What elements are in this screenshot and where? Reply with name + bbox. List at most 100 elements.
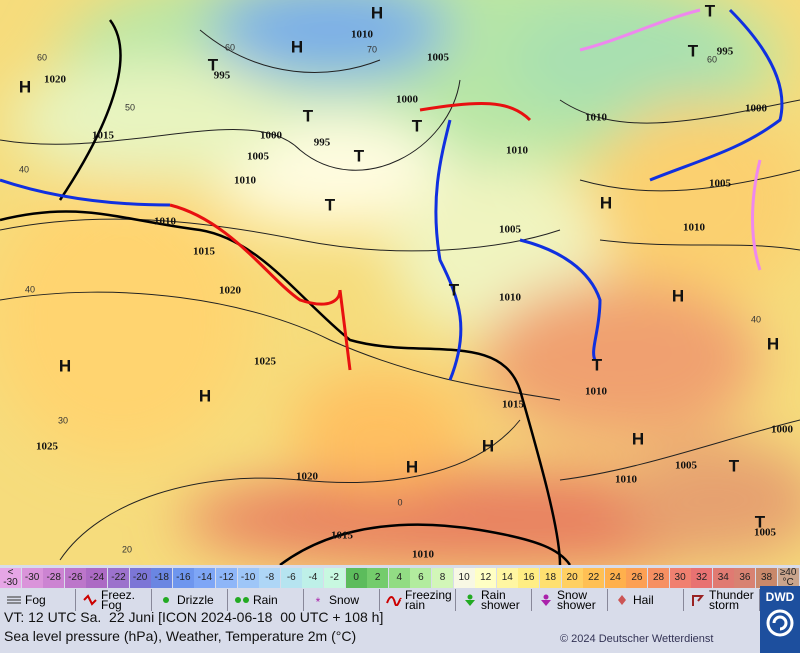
scale-box: -20 [129, 568, 151, 588]
scale-box: 32 [691, 568, 713, 588]
high-symbol: H [672, 286, 684, 305]
pressure-label: 1005 [754, 527, 777, 539]
legend-item: Hail [608, 589, 684, 611]
scale-box: -8 [259, 568, 281, 588]
isotherm-label: 20 [122, 544, 132, 554]
color-scale: < -30 -30 -28 -26 -24 -22 -20 -18 -16 -14 -12 -10 -8… [0, 568, 800, 588]
high-symbol: H [632, 429, 644, 448]
pressure-label: 1005 [427, 52, 450, 64]
thunder-symbol: T [592, 355, 603, 374]
scale-box: -2 [324, 568, 345, 588]
legend-icon [83, 594, 97, 606]
warm-front [338, 289, 352, 371]
isotherm-label: 40 [25, 284, 35, 294]
logo: DWD [760, 586, 800, 653]
scale-box: 8 [432, 568, 453, 588]
legend-item: * Snow [304, 589, 380, 611]
pressure-label: 1010 [585, 386, 608, 398]
high-symbol: H [600, 193, 612, 212]
scale-box: -6 [280, 568, 302, 588]
warm-front [419, 102, 532, 122]
pressure-label: 1005 [709, 178, 732, 190]
pressure-label: 1010 [506, 145, 529, 157]
legend-item: Fog [0, 589, 76, 611]
high-symbol: H [19, 77, 31, 96]
cold-front [0, 178, 171, 207]
scale-box: -16 [172, 568, 194, 588]
scale-box: 30 [669, 568, 691, 588]
scale-box: -22 [108, 568, 129, 588]
isotherm-label: 40 [751, 314, 761, 324]
legend-label: Rain [253, 593, 278, 607]
isotherm-label: 30 [58, 415, 68, 425]
pressure-label: 1015 [331, 530, 354, 542]
scale-box: < -30 [0, 568, 21, 588]
scale-box: 22 [583, 568, 605, 588]
thunder-symbol: T [412, 116, 423, 135]
scale-box: 24 [604, 568, 626, 588]
thunder-symbol: T [688, 41, 699, 60]
temperature-field [0, 0, 800, 565]
scale-box: 20 [561, 568, 583, 588]
legend-icon [465, 594, 475, 606]
thunder-symbol: T [303, 106, 314, 125]
scale-box: -14 [194, 568, 216, 588]
legend-label: Thunder storm [709, 588, 754, 612]
pressure-label: 1015 [193, 246, 216, 258]
pressure-label: 1010 [683, 222, 706, 234]
scale-box: -28 [43, 568, 65, 588]
pressure-label: 1020 [44, 74, 67, 86]
pressure-label: 1010 [234, 175, 257, 187]
high-symbol: H [199, 386, 211, 405]
trough [279, 523, 572, 565]
thunder-symbol: T [449, 280, 460, 299]
scale-box: 34 [712, 568, 734, 588]
scale-box: 4 [388, 568, 410, 588]
isotherm-label: 40 [19, 164, 29, 174]
legend-icon [7, 596, 21, 604]
thunder-symbol: T [354, 146, 365, 165]
warm-front [169, 203, 342, 306]
occlusion [579, 8, 701, 52]
high-symbol: H [767, 334, 779, 353]
pressure-label: 1000 [771, 424, 794, 436]
pressure-label: 1010 [412, 549, 435, 561]
pressure-label: 1010 [499, 292, 522, 304]
legend-item: Rain [228, 589, 304, 611]
legend-icon [618, 595, 626, 605]
thunder-symbol: T [208, 55, 219, 74]
scale-box: ≥40 °C [777, 568, 799, 588]
valid-time: VT: 12 UTC Sa. 22 Juni [ICON 2024-06-18 … [4, 609, 384, 625]
scale-box: -24 [86, 568, 108, 588]
legend-icon [692, 595, 705, 606]
scale-box: 12 [475, 568, 497, 588]
legend-icon [235, 597, 249, 603]
cold-front [519, 238, 602, 361]
trough [0, 210, 562, 565]
legend-label: Freezing rain [405, 588, 452, 612]
legend-label: Freez. Fog [101, 588, 136, 612]
legend-label: Drizzle [177, 593, 214, 607]
thunder-symbol: T [755, 512, 766, 531]
trough [58, 19, 122, 201]
high-symbol: H [406, 457, 418, 476]
legend-label: Snow shower [557, 588, 596, 612]
legend-label: Rain shower [481, 588, 520, 612]
pressure-label: 1005 [247, 151, 270, 163]
logo-icon [766, 609, 794, 637]
scale-box: 26 [626, 568, 648, 588]
scale-box: -30 [21, 568, 43, 588]
isobars [0, 29, 800, 561]
legend-item: Snow shower [532, 589, 608, 611]
legend-item: Rain shower [456, 589, 532, 611]
pressure-label: 1025 [254, 356, 277, 368]
cold-front [434, 119, 463, 381]
scale-box: -4 [302, 568, 324, 588]
pressure-label: 1010 [154, 216, 177, 228]
scale-box: 0 [345, 568, 367, 588]
pressure-label: 1015 [502, 399, 525, 411]
legend-icon [163, 597, 169, 603]
scale-box: -26 [64, 568, 86, 588]
pressure-label: 995 [214, 70, 231, 82]
pressure-label: 1005 [675, 460, 698, 472]
